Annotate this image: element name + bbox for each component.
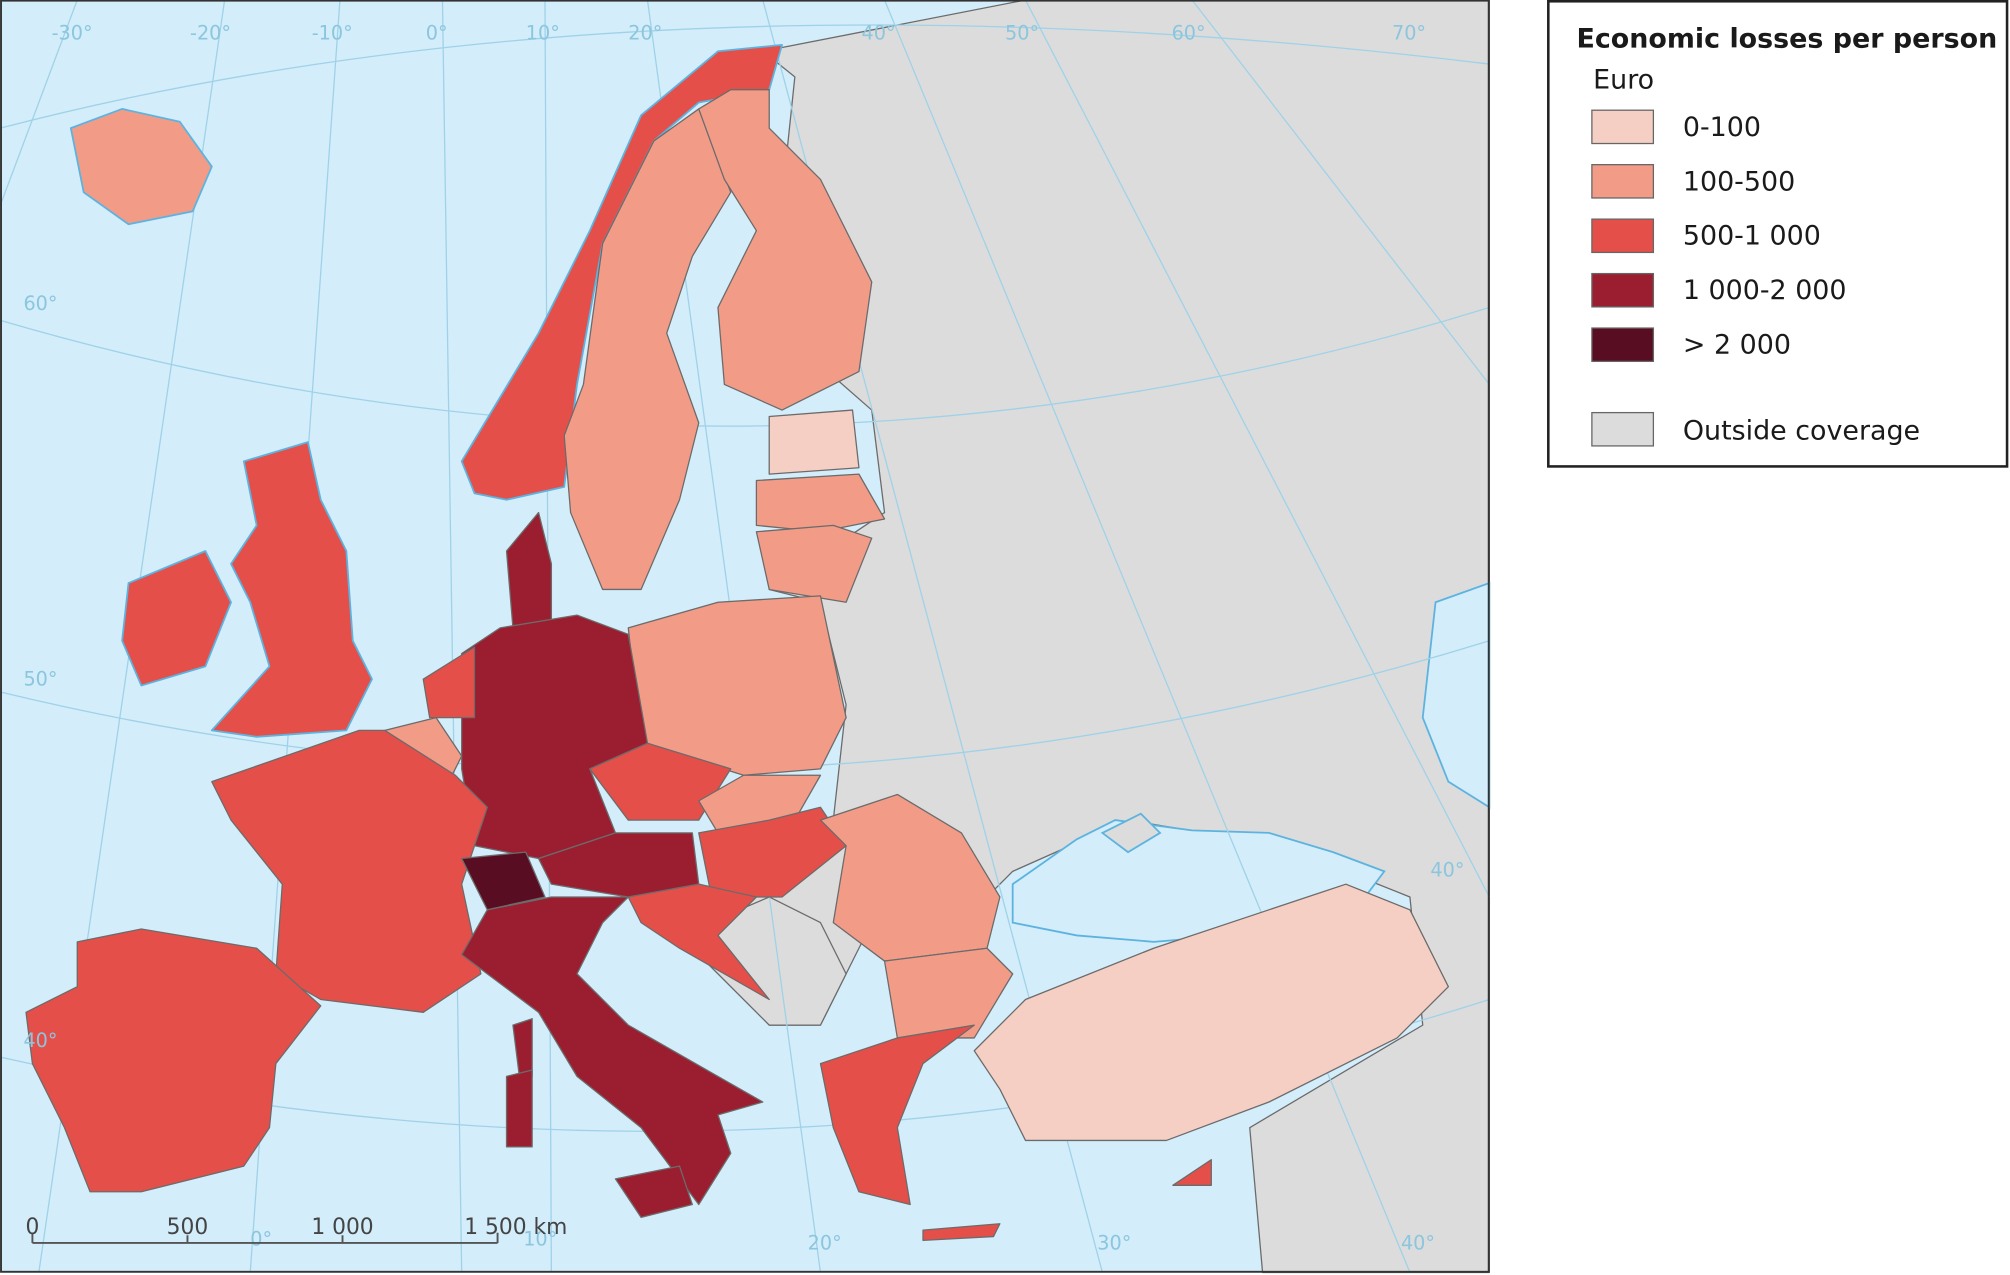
graticule-label: 50° — [1005, 22, 1039, 45]
scale-label: 1 500 km — [464, 1215, 567, 1240]
legend-label: Outside coverage — [1683, 416, 1920, 447]
graticule-label: 50° — [23, 668, 57, 691]
france — [211, 729, 488, 1013]
legend-label: > 2 000 — [1683, 330, 1791, 361]
graticule-label: 40° — [861, 22, 895, 45]
graticule-line — [441, 0, 463, 1273]
legend-label: 100-500 — [1683, 166, 1795, 197]
ireland — [121, 550, 232, 687]
sicily — [614, 1165, 693, 1218]
turkey — [973, 883, 1450, 1142]
graticule-line — [0, 306, 1490, 427]
graticule-labels: -30° -20° -10° 0° 10° 20° 40° 50° 60° 70° 60° 50° 40… — [23, 22, 1464, 1255]
legend-swatch — [1591, 218, 1655, 254]
norway — [460, 43, 783, 501]
croatia-slovenia — [627, 883, 770, 1001]
legend-label: 1 000-2 000 — [1683, 275, 1847, 306]
graticule-label: 0° — [250, 1228, 272, 1251]
graticule-label: -10° — [312, 22, 353, 45]
legend-label: 500-1 000 — [1683, 221, 1821, 252]
legend-swatch — [1591, 411, 1655, 447]
graticule-label: 20° — [808, 1231, 842, 1254]
legend-swatch — [1591, 272, 1655, 308]
map-frame — [0, 0, 1490, 1273]
finland — [698, 89, 873, 411]
graticule-label: -20° — [190, 22, 231, 45]
legend: Economic losses per person Euro 0-100 100… — [1547, 0, 2009, 468]
graticule-label: -30° — [52, 22, 93, 45]
cyprus — [1172, 1159, 1212, 1186]
crete — [922, 1223, 1001, 1242]
graticule-line — [0, 24, 1490, 129]
graticule-line — [1191, 0, 1490, 385]
netherlands — [422, 646, 476, 719]
caspian-sea — [1421, 581, 1491, 809]
graticule-label: 30° — [1097, 1231, 1131, 1254]
graticule-line — [1024, 0, 1490, 898]
graticule-label: 40° — [1401, 1231, 1435, 1254]
denmark — [505, 511, 553, 629]
iberia — [25, 928, 322, 1193]
graticule-label: 10° — [526, 22, 560, 45]
graticule-label: 60° — [1172, 22, 1206, 45]
legend-swatch — [1591, 327, 1655, 362]
lithuania — [755, 524, 873, 603]
graticule-label: 40° — [1430, 858, 1464, 881]
sardinia — [505, 1069, 533, 1148]
bulgaria — [883, 947, 1014, 1039]
legend-title: Economic losses per person — [1577, 23, 1998, 54]
graticule-label: 0° — [426, 22, 448, 45]
graticule-line — [0, 0, 78, 206]
greece — [819, 1024, 975, 1206]
countries — [25, 43, 1450, 1242]
legend-swatch — [1591, 109, 1655, 145]
graticule-label: 60° — [23, 292, 57, 315]
scale-bar: 0 500 1 000 1 500 km — [25, 1215, 567, 1244]
scale-label: 0 — [25, 1215, 39, 1240]
legend-unit: Euro — [1593, 64, 1654, 95]
united-kingdom — [210, 441, 373, 738]
graticule-label: 70° — [1392, 22, 1426, 45]
graticule-label: 10° — [523, 1228, 557, 1251]
scale-label: 500 — [167, 1215, 209, 1240]
legend-label: 0-100 — [1683, 112, 1761, 143]
iceland — [69, 108, 213, 226]
italy — [461, 896, 764, 1206]
graticule-label: 20° — [628, 22, 662, 45]
graticule-label: 40° — [23, 1029, 57, 1052]
latvia — [755, 473, 886, 533]
crimea — [1100, 812, 1162, 854]
sweden — [563, 108, 732, 591]
legend-swatch — [1591, 164, 1655, 199]
scale-label: 1 000 — [311, 1215, 373, 1240]
estonia — [768, 409, 860, 475]
switzerland — [461, 851, 546, 911]
